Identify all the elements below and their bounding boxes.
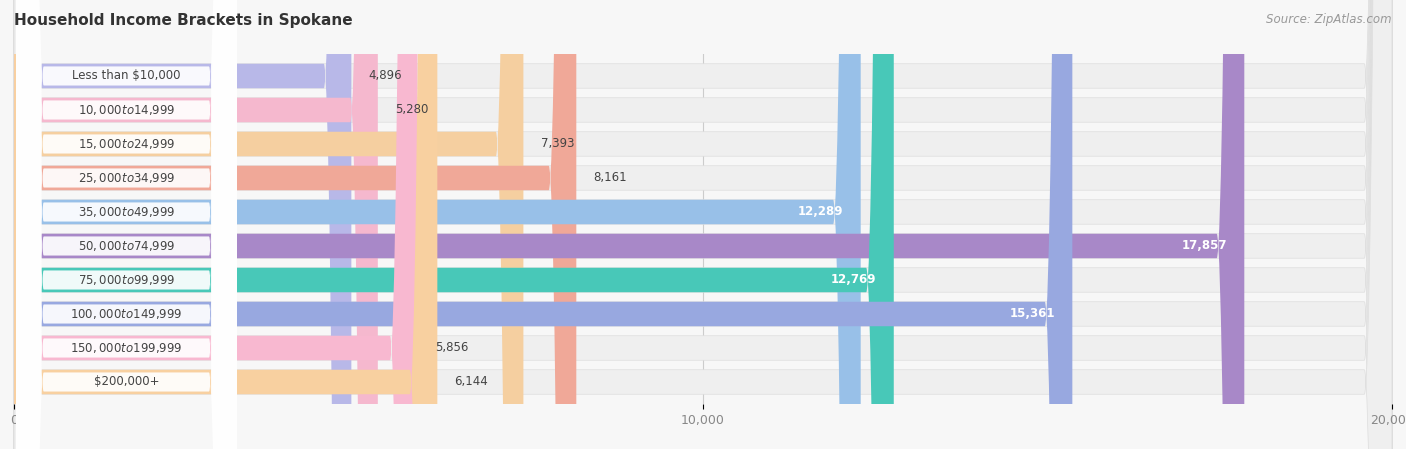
FancyBboxPatch shape: [15, 0, 236, 449]
FancyBboxPatch shape: [14, 0, 352, 449]
FancyBboxPatch shape: [14, 0, 894, 449]
Text: $35,000 to $49,999: $35,000 to $49,999: [77, 205, 176, 219]
FancyBboxPatch shape: [14, 0, 1244, 449]
Text: Household Income Brackets in Spokane: Household Income Brackets in Spokane: [14, 13, 353, 28]
FancyBboxPatch shape: [14, 0, 1392, 449]
FancyBboxPatch shape: [14, 0, 1392, 449]
FancyBboxPatch shape: [15, 0, 236, 449]
Text: 15,361: 15,361: [1010, 308, 1054, 321]
Text: 8,161: 8,161: [593, 172, 627, 185]
FancyBboxPatch shape: [15, 0, 236, 449]
FancyBboxPatch shape: [14, 0, 378, 449]
Text: 6,144: 6,144: [454, 375, 488, 388]
Text: $10,000 to $14,999: $10,000 to $14,999: [77, 103, 176, 117]
Text: 4,896: 4,896: [368, 70, 402, 83]
Text: Source: ZipAtlas.com: Source: ZipAtlas.com: [1267, 13, 1392, 26]
FancyBboxPatch shape: [15, 0, 236, 449]
FancyBboxPatch shape: [15, 0, 236, 449]
Text: 7,393: 7,393: [541, 137, 574, 150]
FancyBboxPatch shape: [14, 0, 1073, 449]
Text: 17,857: 17,857: [1181, 239, 1227, 252]
Text: 5,280: 5,280: [395, 103, 429, 116]
Text: $200,000+: $200,000+: [94, 375, 159, 388]
FancyBboxPatch shape: [15, 0, 236, 449]
FancyBboxPatch shape: [14, 0, 1392, 449]
FancyBboxPatch shape: [15, 0, 236, 449]
FancyBboxPatch shape: [14, 0, 418, 449]
Text: $150,000 to $199,999: $150,000 to $199,999: [70, 341, 183, 355]
Text: $75,000 to $99,999: $75,000 to $99,999: [77, 273, 176, 287]
Text: $25,000 to $34,999: $25,000 to $34,999: [77, 171, 176, 185]
FancyBboxPatch shape: [14, 0, 1392, 449]
Text: $15,000 to $24,999: $15,000 to $24,999: [77, 137, 176, 151]
FancyBboxPatch shape: [14, 0, 1392, 449]
Text: 12,289: 12,289: [799, 206, 844, 219]
FancyBboxPatch shape: [14, 0, 576, 449]
Text: 12,769: 12,769: [831, 273, 876, 286]
FancyBboxPatch shape: [15, 0, 236, 449]
Text: Less than $10,000: Less than $10,000: [72, 70, 180, 83]
FancyBboxPatch shape: [14, 0, 1392, 449]
FancyBboxPatch shape: [15, 0, 236, 449]
FancyBboxPatch shape: [14, 0, 860, 449]
Text: 5,856: 5,856: [434, 342, 468, 355]
FancyBboxPatch shape: [15, 0, 236, 449]
FancyBboxPatch shape: [14, 0, 437, 449]
FancyBboxPatch shape: [14, 0, 1392, 449]
FancyBboxPatch shape: [14, 0, 1392, 449]
Text: $50,000 to $74,999: $50,000 to $74,999: [77, 239, 176, 253]
FancyBboxPatch shape: [14, 0, 1392, 449]
FancyBboxPatch shape: [14, 0, 1392, 449]
FancyBboxPatch shape: [14, 0, 523, 449]
Text: $100,000 to $149,999: $100,000 to $149,999: [70, 307, 183, 321]
